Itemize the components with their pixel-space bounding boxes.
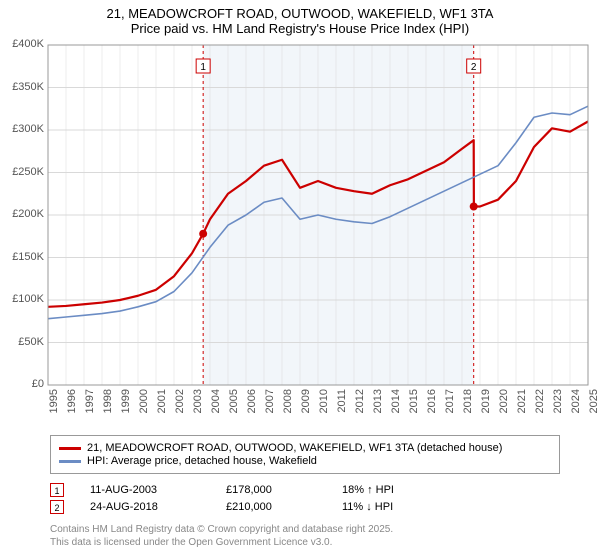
legend-swatch: [59, 460, 81, 463]
y-tick-label: £50K: [2, 336, 44, 348]
svg-text:2: 2: [471, 62, 477, 73]
x-tick-label: 2015: [408, 389, 420, 419]
x-tick-label: 1999: [120, 389, 132, 419]
annotation-row: 1 11-AUG-2003 £178,000 18% ↑ HPI: [50, 483, 560, 497]
x-tick-label: 2004: [210, 389, 222, 419]
x-tick-label: 2018: [462, 389, 474, 419]
x-tick-label: 2017: [444, 389, 456, 419]
x-tick-label: 2000: [138, 389, 150, 419]
y-tick-label: £0: [2, 378, 44, 390]
annotation-marker: 2: [50, 500, 64, 514]
y-tick-label: £200K: [2, 208, 44, 220]
legend: 21, MEADOWCROFT ROAD, OUTWOOD, WAKEFIELD…: [50, 435, 560, 474]
x-tick-label: 2003: [192, 389, 204, 419]
x-tick-label: 2024: [570, 389, 582, 419]
footer-attribution: Contains HM Land Registry data © Crown c…: [50, 524, 393, 549]
annotation-price: £178,000: [226, 484, 316, 496]
x-tick-label: 2005: [228, 389, 240, 419]
chart-plot-area: 12: [48, 45, 588, 385]
chart-container: 21, MEADOWCROFT ROAD, OUTWOOD, WAKEFIELD…: [0, 0, 600, 560]
y-tick-label: £150K: [2, 251, 44, 263]
annotation-delta: 11% ↓ HPI: [342, 501, 393, 513]
x-tick-label: 1997: [84, 389, 96, 419]
x-tick-label: 2020: [498, 389, 510, 419]
x-tick-label: 1995: [48, 389, 60, 419]
title-line2: Price paid vs. HM Land Registry's House …: [10, 21, 590, 36]
legend-label: HPI: Average price, detached house, Wake…: [87, 455, 317, 467]
x-tick-label: 2010: [318, 389, 330, 419]
x-tick-label: 2013: [372, 389, 384, 419]
y-tick-label: £100K: [2, 293, 44, 305]
x-tick-label: 2008: [282, 389, 294, 419]
x-tick-label: 2016: [426, 389, 438, 419]
legend-item-hpi: HPI: Average price, detached house, Wake…: [59, 455, 551, 467]
title-line1: 21, MEADOWCROFT ROAD, OUTWOOD, WAKEFIELD…: [10, 6, 590, 21]
x-tick-label: 2009: [300, 389, 312, 419]
annotation-date: 11-AUG-2003: [90, 484, 200, 496]
chart-title: 21, MEADOWCROFT ROAD, OUTWOOD, WAKEFIELD…: [0, 0, 600, 38]
x-tick-label: 2014: [390, 389, 402, 419]
svg-text:1: 1: [200, 62, 206, 73]
x-tick-label: 1998: [102, 389, 114, 419]
annotation-delta: 18% ↑ HPI: [342, 484, 394, 496]
y-tick-label: £400K: [2, 38, 44, 50]
y-tick-label: £350K: [2, 81, 44, 93]
chart-svg: 12: [48, 45, 588, 385]
x-tick-label: 2001: [156, 389, 168, 419]
footer-line1: Contains HM Land Registry data © Crown c…: [50, 524, 393, 537]
legend-label: 21, MEADOWCROFT ROAD, OUTWOOD, WAKEFIELD…: [87, 442, 502, 454]
x-tick-label: 2012: [354, 389, 366, 419]
y-tick-label: £300K: [2, 123, 44, 135]
x-tick-label: 2022: [534, 389, 546, 419]
y-tick-label: £250K: [2, 166, 44, 178]
x-tick-label: 2021: [516, 389, 528, 419]
x-tick-label: 1996: [66, 389, 78, 419]
sale-annotations: 1 11-AUG-2003 £178,000 18% ↑ HPI 2 24-AU…: [50, 480, 560, 517]
annotation-date: 24-AUG-2018: [90, 501, 200, 513]
footer-line2: This data is licensed under the Open Gov…: [50, 537, 393, 550]
x-tick-label: 2006: [246, 389, 258, 419]
legend-swatch: [59, 447, 81, 450]
annotation-price: £210,000: [226, 501, 316, 513]
x-tick-label: 2011: [336, 389, 348, 419]
x-tick-label: 2019: [480, 389, 492, 419]
x-tick-label: 2007: [264, 389, 276, 419]
annotation-row: 2 24-AUG-2018 £210,000 11% ↓ HPI: [50, 500, 560, 514]
x-tick-label: 2002: [174, 389, 186, 419]
annotation-marker: 1: [50, 483, 64, 497]
legend-item-price-paid: 21, MEADOWCROFT ROAD, OUTWOOD, WAKEFIELD…: [59, 442, 551, 454]
x-tick-label: 2023: [552, 389, 564, 419]
x-tick-label: 2025: [588, 389, 600, 419]
